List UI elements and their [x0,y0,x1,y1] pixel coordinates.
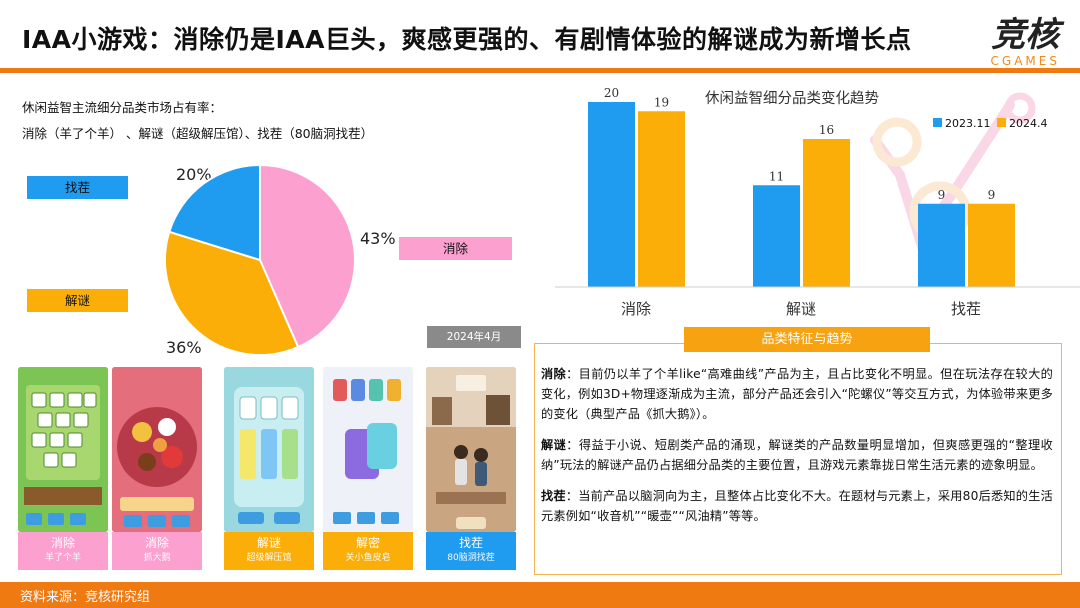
game-caption-yang: 消除 羊了个羊 [18,532,108,570]
game-caption-zhuadae-sub: 抓大鹅 [143,553,171,563]
feature-paragraph-zhaocha: 找茬：当前产品以脑洞向为主，且整体占比变化不大。在题材与元素上，采用80后悉知的… [541,486,1053,526]
title-divider [0,68,1080,73]
game-caption-jieya-sub: 超级解压馆 [246,553,292,563]
x-tick-label-xiaochu: 消除 [621,300,651,318]
game-caption-jieya-label: 解谜 [256,536,281,550]
game-caption-guanxiaoyu-label: 解密 [355,536,380,550]
game-screenshot-zhuadae-art [112,367,202,532]
feature-paragraph-xiaochu: 消除：目前仍以羊了个羊like“高难曲线”产品为主，且占比变化不明显。但在玩法存… [541,364,1053,424]
market-share-pie-chart [164,163,356,356]
legend-label-2023-11: 2023.11 [945,117,991,130]
game-caption-yang-label: 消除 [50,536,75,550]
feature-text-zhaocha: ：当前产品以脑洞向为主，且整体占比变化不大。在题材与元素上，采用80后悉知的生活… [541,489,1053,523]
bar-value-label-xiaochu-2023-11: 20 [604,86,619,100]
pie-value-label-jiemi: 36% [166,338,202,357]
game-caption-naodong-label: 找茬 [458,536,483,550]
bar-zhaocha-2023-11 [918,203,965,287]
game-caption-zhuadae: 消除 抓大鹅 [112,532,202,570]
game-screenshot-jieya-art [224,367,314,532]
legend-label-2024-4: 2024.4 [1009,117,1048,130]
game-screenshot-yang-art [18,367,108,532]
bar-value-label-zhaocha-2024-4: 9 [988,188,996,202]
feature-text-xiaochu: ：目前仍以羊了个羊like“高难曲线”产品为主，且占比变化不明显。但在玩法存在较… [541,367,1054,421]
bar-xiaochu-2024-4 [638,111,685,287]
feature-paragraph-jiemi: 解谜：得益于小说、短剧类产品的涌现，解谜类的产品数量明显增加，但爽感更强的“整理… [541,435,1053,475]
game-screenshot-zhuadae [112,367,202,532]
game-caption-naodong: 找茬 80脑洞找茬 [426,532,516,570]
game-screenshot-guanxiaoyu [323,367,413,532]
brand-logo-en: CGAMES [990,54,1060,68]
category-trend-bar-chart: 20 19 消除 11 16 解谜 9 9 找茬 休闲益智细分品类变化趋势 2023.11 2024.… [555,86,1080,318]
pie-slice-xiaochu [259,163,356,349]
game-screenshot-jieya [224,367,314,532]
pie-legend-label-jiemi: 解谜 [27,289,128,312]
pie-value-label-xiaochu: 43% [360,229,396,248]
game-screenshot-naodong-art [426,367,516,532]
legend-swatch-2023-11 [933,118,942,127]
x-tick-label-zhaocha: 找茬 [951,300,981,318]
pie-legend-label-zhaocha: 找茬 [27,176,128,199]
game-caption-guanxiaoyu-sub: 关小鱼皮皂 [345,553,391,563]
features-panel: 消除：目前仍以羊了个羊like“高难曲线”产品为主，且占比变化不明显。但在玩法存… [534,343,1062,575]
footer-source: 资料来源：竞核研究组 [20,590,151,605]
bar-jiemi-2024-4 [803,139,850,287]
bar-zhaocha-2024-4 [968,203,1015,287]
legend-swatch-2024-4 [997,118,1006,127]
pie-slice-zhaocha [168,163,261,262]
date-tag: 2024年4月 [427,326,521,348]
bar-value-label-zhaocha-2023-11: 9 [938,188,946,202]
game-caption-naodong-sub: 80脑洞找茬 [447,553,495,563]
feature-term-jiemi: 解谜 [541,438,567,452]
bar-jiemi-2023-11 [753,185,800,287]
market-share-title: 休闲益智主流细分品类市场占有率： [22,100,223,115]
brand-logo: 竞核 CGAMES [991,16,1060,68]
brand-logo-cn: 竞核 [991,15,1060,55]
bar-value-label-jiemi-2024-4: 16 [819,123,834,137]
game-screenshot-yang [18,367,108,532]
game-screenshot-naodong [426,367,516,532]
feature-text-jiemi: ：得益于小说、短剧类产品的涌现，解谜类的产品数量明显增加，但爽感更强的“整理收纳… [541,438,1053,472]
bar-chart-title: 休闲益智细分品类变化趋势 [705,90,879,107]
feature-term-xiaochu: 消除 [541,367,567,381]
x-tick-label-jiemi: 解谜 [786,300,816,318]
bar-value-label-jiemi-2023-11: 11 [769,169,784,183]
page-title: IAA小游戏：消除仍是IAA巨头，爽感更强的、有剧情体验的解谜成为新增长点 [22,25,912,54]
game-screenshot-guanxiaoyu-art [323,367,413,532]
game-caption-jieya: 解谜 超级解压馆 [224,532,314,570]
game-caption-zhuadae-label: 消除 [144,536,169,550]
footer-bar: 资料来源：竞核研究组 [0,582,1080,608]
pie-legend-label-xiaochu: 消除 [399,237,512,260]
pie-value-label-zhaocha: 20% [176,165,212,184]
game-caption-guanxiaoyu: 解密 关小鱼皮皂 [323,532,413,570]
bar-xiaochu-2023-11 [588,102,635,287]
pie-slice-jiemi [164,230,300,356]
market-share-subtitle: 消除（羊了个羊） 、解谜（超级解压馆）、找茬（80脑洞找茬） [22,126,374,141]
game-caption-yang-sub: 羊了个羊 [44,553,81,563]
feature-term-zhaocha: 找茬 [541,489,566,503]
features-heading: 品类特征与趋势 [684,327,930,352]
bar-value-label-xiaochu-2024-4: 19 [654,95,669,109]
